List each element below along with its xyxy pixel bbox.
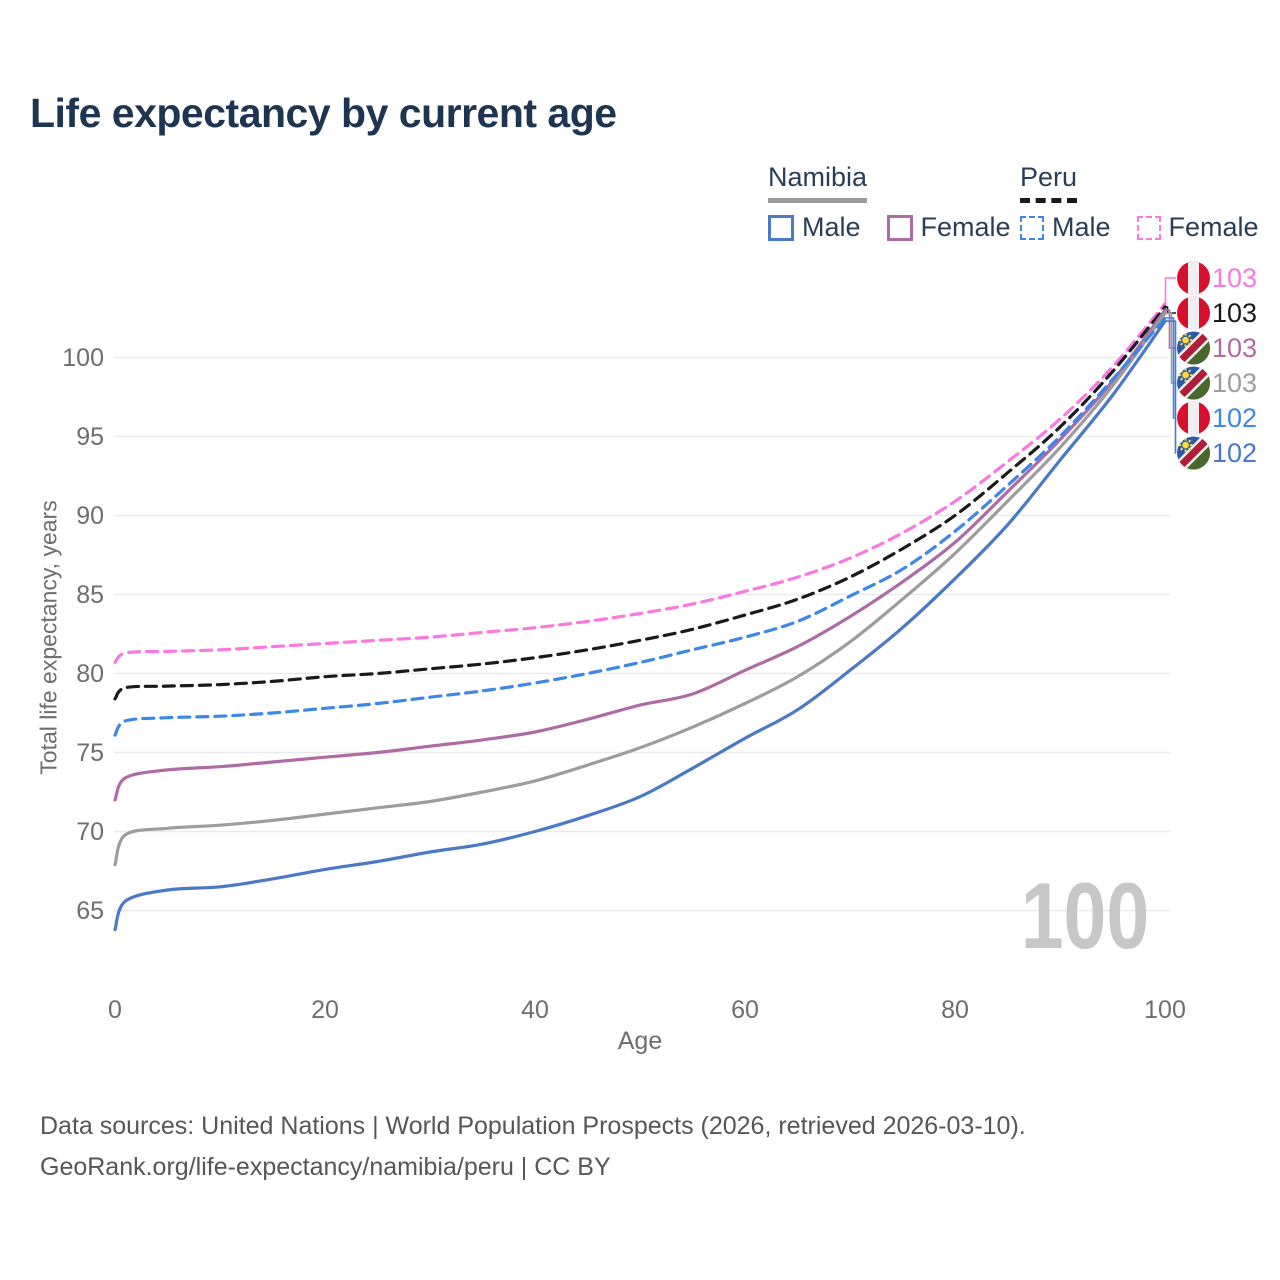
x-axis-label: Age bbox=[617, 1027, 663, 1055]
flag-namibia-icon bbox=[1177, 366, 1210, 400]
flag-namibia-icon bbox=[1177, 436, 1210, 470]
end-value-namibia-female: 103 bbox=[1212, 333, 1258, 363]
leader-line-peru-male bbox=[1165, 317, 1176, 419]
legend-swatch-peru-male bbox=[1020, 215, 1044, 240]
legend-items-namibia: Male Female bbox=[768, 212, 1011, 243]
y-axis-label: Total life expectancy, years bbox=[35, 500, 62, 775]
end-value-peru-both-sexes: 103 bbox=[1212, 298, 1258, 328]
footer-attribution: GeoRank.org/life-expectancy/namibia/peru… bbox=[40, 1153, 611, 1181]
x-tick-100: 100 bbox=[1144, 996, 1186, 1024]
y-tick-85: 85 bbox=[76, 580, 104, 609]
end-value-peru-male: 102 bbox=[1212, 403, 1258, 433]
legend-country-peru[interactable]: Peru bbox=[1020, 162, 1078, 203]
end-value-namibia-both-sexes: 103 bbox=[1212, 368, 1258, 398]
footer: Data sources: United Nations | World Pop… bbox=[40, 1106, 1026, 1188]
flag-icons bbox=[1177, 261, 1210, 470]
y-tick-70: 70 bbox=[76, 817, 104, 846]
leader-line-namibia-female bbox=[1165, 309, 1176, 349]
x-tick-60: 60 bbox=[731, 996, 759, 1024]
leader-line-namibia-male bbox=[1165, 320, 1177, 454]
chart-title: Life expectancy by current age bbox=[30, 90, 617, 136]
y-tick-95: 95 bbox=[76, 422, 104, 451]
x-tick-40: 40 bbox=[521, 996, 549, 1024]
legend-label-peru-male: Male bbox=[1052, 212, 1111, 242]
flag-peru-icon bbox=[1177, 296, 1210, 330]
series-line-peru-male[interactable] bbox=[113, 316, 1167, 737]
legend-swatch-peru-female bbox=[1136, 215, 1161, 240]
series-line-peru-both-sexes[interactable] bbox=[113, 305, 1167, 701]
end-value-namibia-male: 102 bbox=[1212, 438, 1258, 468]
series-lines bbox=[113, 302, 1167, 932]
legend-label-peru-female: Female bbox=[1168, 212, 1259, 242]
x-tick-80: 80 bbox=[941, 996, 969, 1024]
legend-item-peru-male[interactable]: Male bbox=[1020, 212, 1111, 243]
y-tick-65: 65 bbox=[76, 896, 104, 925]
series-line-peru-female[interactable] bbox=[113, 302, 1167, 664]
legend-item-namibia-male[interactable]: Male bbox=[768, 212, 861, 243]
age-watermark: 100 bbox=[1020, 863, 1150, 968]
flag-namibia-icon bbox=[1177, 331, 1210, 365]
y-tick-90: 90 bbox=[76, 501, 104, 530]
series-line-namibia-both-sexes[interactable] bbox=[113, 311, 1167, 867]
leader-line-peru-female bbox=[1164, 277, 1176, 305]
legend-country-namibia[interactable]: Namibia bbox=[768, 162, 868, 203]
leader-lines bbox=[1164, 277, 1177, 454]
footer-data-sources: Data sources: United Nations | World Pop… bbox=[40, 1112, 1026, 1140]
legend-swatch-namibia-female bbox=[886, 214, 913, 241]
y-tick-80: 80 bbox=[76, 659, 104, 688]
x-tick-20: 20 bbox=[311, 996, 339, 1024]
end-value-peru-female: 103 bbox=[1212, 263, 1258, 293]
flag-peru-icon bbox=[1177, 401, 1210, 435]
series-line-namibia-male[interactable] bbox=[113, 319, 1167, 932]
legend-label-namibia-male: Male bbox=[802, 212, 861, 242]
y-tick-75: 75 bbox=[76, 738, 104, 767]
legend-swatch-namibia-male bbox=[768, 214, 794, 241]
series-line-namibia-female[interactable] bbox=[113, 308, 1167, 802]
legend-group-peru: Peru Male Female bbox=[1020, 162, 1259, 243]
y-tick-100: 100 bbox=[62, 343, 104, 372]
legend-items-peru: Male Female bbox=[1020, 212, 1259, 243]
flag-peru-icon bbox=[1177, 261, 1210, 295]
gridlines bbox=[114, 356, 1170, 912]
legend-item-peru-female[interactable]: Female bbox=[1136, 212, 1259, 243]
x-tick-0: 0 bbox=[108, 996, 122, 1024]
legend-item-namibia-female[interactable]: Female bbox=[886, 212, 1011, 243]
legend-group-namibia: Namibia Male Female bbox=[768, 162, 1011, 243]
legend-label-namibia-female: Female bbox=[920, 212, 1011, 242]
